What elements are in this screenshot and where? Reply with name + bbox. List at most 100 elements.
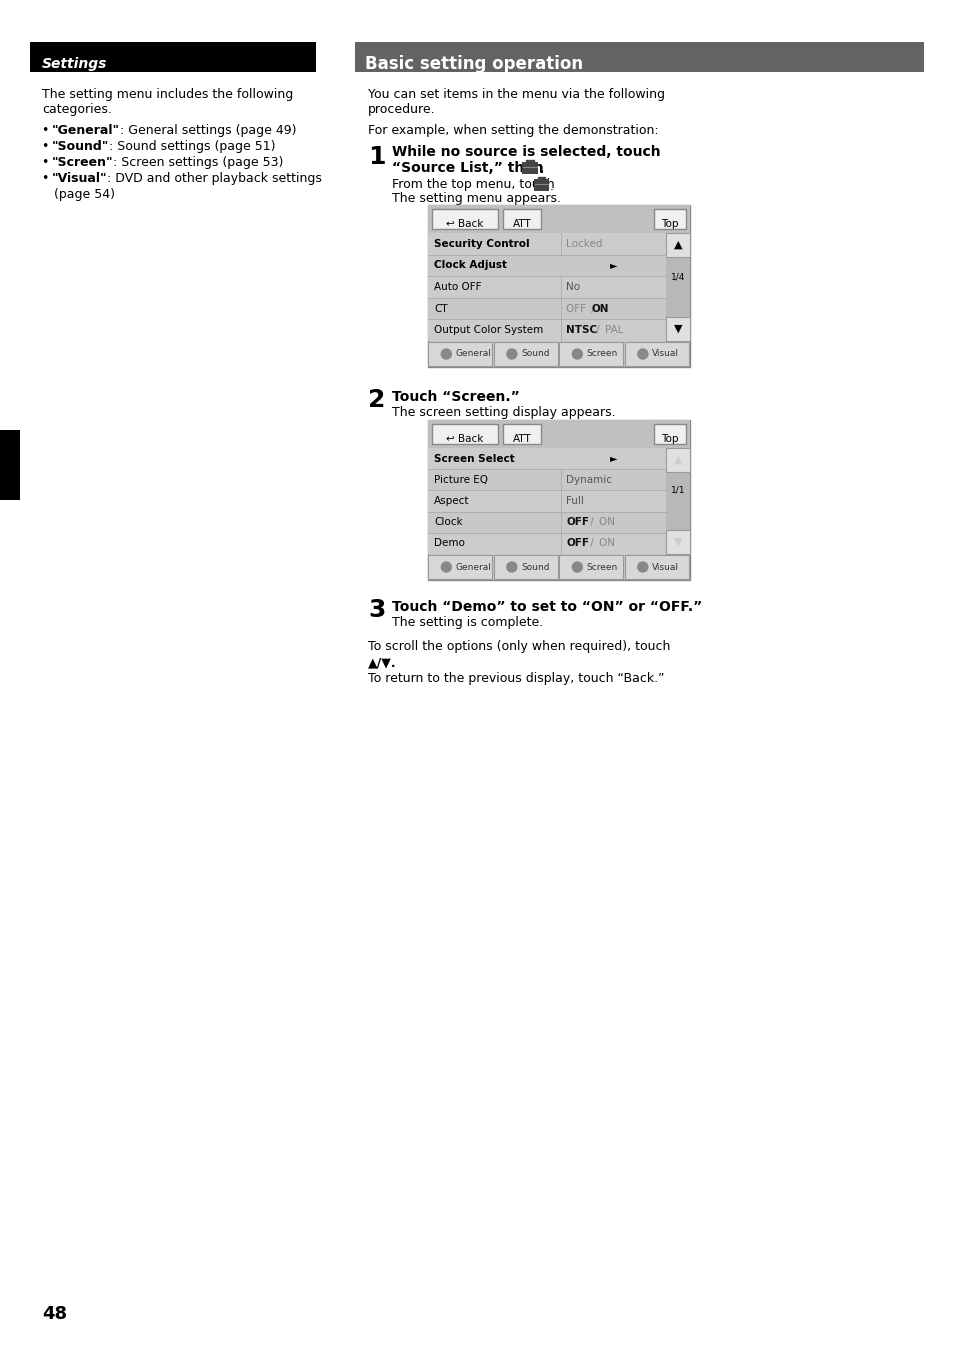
Bar (432, 425, 497, 443)
Text: : Screen settings (page 53): : Screen settings (page 53) (113, 155, 284, 169)
Text: : Sound settings (page 51): : Sound settings (page 51) (110, 141, 275, 153)
Text: You can set items in the menu via the following: You can set items in the menu via the fo… (368, 88, 664, 101)
Bar (665, 448, 689, 554)
Text: ON: ON (591, 304, 608, 314)
Bar (494, 342, 558, 366)
Text: ▲: ▲ (673, 456, 681, 465)
Text: 2: 2 (368, 388, 385, 412)
Text: (page 54): (page 54) (54, 188, 115, 201)
Bar (624, 556, 688, 579)
Bar (0, 430, 20, 500)
Circle shape (572, 349, 581, 360)
Bar (525, 160, 534, 164)
Bar (428, 491, 665, 511)
Bar (665, 233, 689, 341)
Bar (502, 210, 540, 228)
Bar (665, 316, 689, 341)
Bar (428, 297, 665, 319)
Bar (534, 178, 548, 191)
Text: ►: ► (609, 454, 617, 464)
Bar (428, 276, 665, 297)
Text: Touch “Demo” to set to “ON” or “OFF.”: Touch “Demo” to set to “ON” or “OFF.” (392, 600, 701, 614)
Text: Security Control: Security Control (434, 239, 529, 249)
Text: 1/1: 1/1 (670, 485, 684, 495)
Text: The setting menu appears.: The setting menu appears. (392, 192, 560, 206)
Bar (665, 233, 689, 257)
Text: : General settings (page 49): : General settings (page 49) (120, 124, 296, 137)
Text: The setting menu includes the following: The setting menu includes the following (42, 88, 293, 101)
Text: To scroll the options (only when required), touch: To scroll the options (only when require… (368, 639, 670, 653)
Text: Demo: Demo (434, 538, 464, 549)
Text: ↩ Back: ↩ Back (446, 434, 483, 443)
Text: .: . (538, 162, 543, 176)
Text: CT: CT (434, 304, 447, 314)
Bar (428, 342, 492, 366)
Bar (428, 556, 492, 579)
Text: Screen: Screen (586, 562, 618, 572)
Text: "Sound": "Sound" (51, 141, 110, 153)
Circle shape (572, 562, 581, 572)
Bar (428, 206, 689, 233)
Text: Dynamic: Dynamic (566, 475, 612, 485)
Text: 3: 3 (368, 598, 385, 622)
Bar (428, 319, 665, 341)
Bar (502, 425, 540, 443)
Text: / PAL: / PAL (591, 326, 623, 335)
Text: General: General (455, 562, 491, 572)
Text: "Screen": "Screen" (51, 155, 113, 169)
Text: Clock: Clock (434, 518, 462, 527)
Text: “Source List,” then: “Source List,” then (392, 161, 543, 174)
Text: Picture EQ: Picture EQ (434, 475, 488, 485)
Text: Top: Top (660, 219, 678, 228)
Bar (432, 210, 497, 228)
Text: OFF /: OFF / (566, 304, 595, 314)
Text: •: • (42, 155, 51, 169)
Circle shape (441, 349, 451, 360)
Bar (654, 425, 685, 443)
Text: While no source is selected, touch: While no source is selected, touch (392, 145, 659, 160)
Bar (558, 342, 623, 366)
Text: Visual: Visual (651, 562, 679, 572)
Text: •: • (42, 124, 51, 137)
Text: "Visual": "Visual" (51, 172, 108, 185)
Bar (428, 420, 689, 580)
Text: Visual: Visual (651, 350, 679, 358)
Text: ▼: ▼ (673, 324, 681, 334)
Text: The screen setting display appears.: The screen setting display appears. (392, 406, 615, 419)
Text: Clock Adjust: Clock Adjust (434, 261, 506, 270)
Circle shape (506, 349, 517, 360)
Text: OFF: OFF (566, 538, 589, 549)
Text: •: • (42, 172, 51, 185)
Text: Output Color System: Output Color System (434, 326, 542, 335)
Text: •: • (42, 141, 51, 153)
Bar (428, 233, 665, 254)
Circle shape (506, 562, 517, 572)
Text: NTSC: NTSC (566, 326, 597, 335)
Text: / ON: / ON (585, 518, 615, 527)
Text: Screen Select: Screen Select (434, 454, 515, 464)
Text: No: No (566, 283, 579, 292)
Text: Basic setting operation: Basic setting operation (365, 55, 582, 73)
Bar (665, 530, 689, 554)
Text: : DVD and other playback settings: : DVD and other playback settings (108, 172, 322, 185)
Text: categories.: categories. (42, 103, 112, 116)
Text: ▲/▼.: ▲/▼. (368, 656, 396, 669)
Text: OFF: OFF (566, 518, 589, 527)
Bar (428, 206, 689, 366)
Bar (494, 556, 558, 579)
Text: Auto OFF: Auto OFF (434, 283, 481, 292)
Text: "General": "General" (51, 124, 120, 137)
Text: ▲: ▲ (673, 241, 681, 250)
Text: Screen: Screen (586, 350, 618, 358)
Text: To return to the previous display, touch “Back.”: To return to the previous display, touch… (368, 672, 664, 685)
Text: Settings: Settings (42, 57, 108, 72)
Text: ►: ► (609, 261, 617, 270)
Text: Aspect: Aspect (434, 496, 469, 506)
Circle shape (638, 349, 647, 360)
Text: General: General (455, 350, 491, 358)
Bar (428, 469, 665, 491)
Circle shape (638, 562, 647, 572)
Bar (30, 42, 315, 72)
Text: For example, when setting the demonstration:: For example, when setting the demonstrat… (368, 124, 658, 137)
Text: The setting is complete.: The setting is complete. (392, 617, 542, 629)
